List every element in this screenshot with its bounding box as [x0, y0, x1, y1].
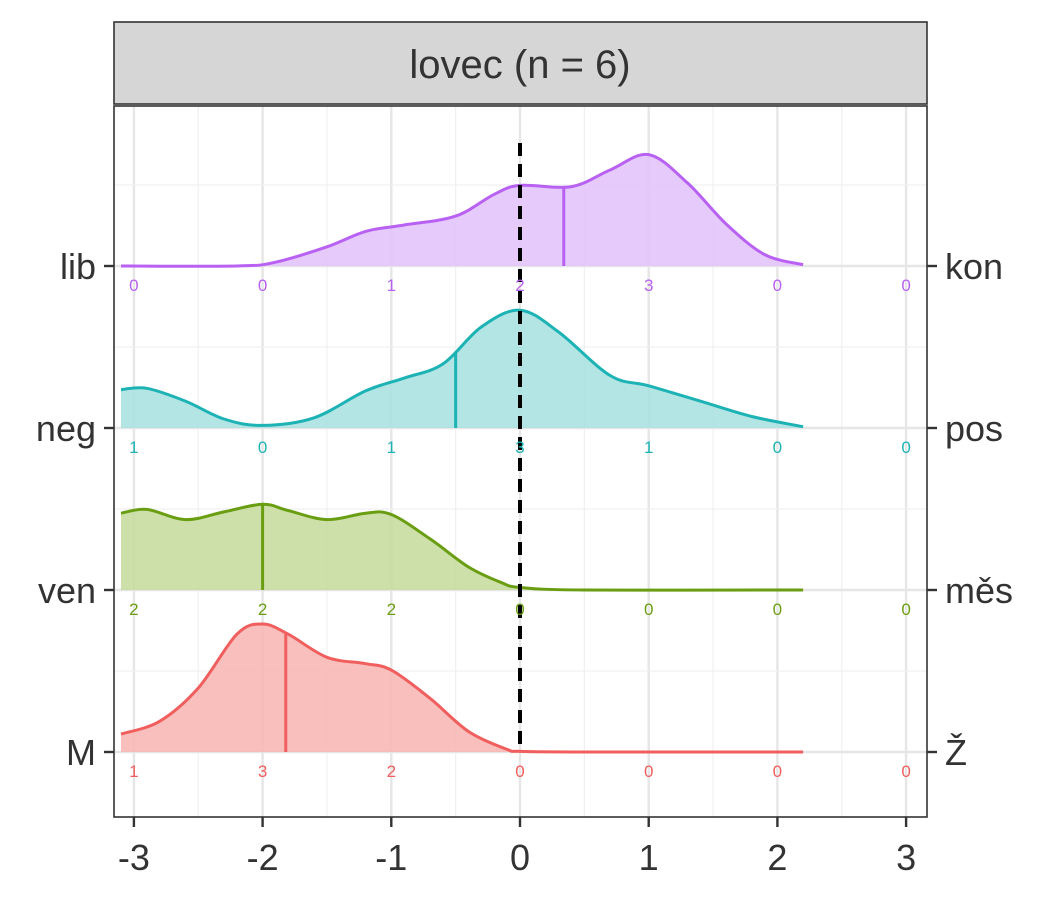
count-label: 0: [773, 438, 782, 457]
ridge-line-M: [120, 622, 804, 754]
count-label: 3: [258, 762, 267, 781]
count-label: 2: [387, 762, 396, 781]
ridge-area-ven: [121, 504, 804, 591]
y-label-right: Ž: [945, 732, 967, 773]
x-tick-label: 0: [510, 837, 530, 878]
x-tick-label: -2: [247, 837, 279, 878]
ridge-line-ven: [120, 502, 804, 592]
count-label: 3: [644, 276, 653, 295]
y-label-right: měs: [945, 570, 1013, 611]
count-label: 1: [129, 438, 138, 457]
count-label: 0: [515, 600, 524, 619]
y-label-left: neg: [36, 408, 96, 449]
x-tick-label: -1: [375, 837, 407, 878]
ridge-area-lib: [121, 154, 804, 267]
count-label: 0: [901, 600, 910, 619]
ridge-line-lib: [120, 152, 804, 268]
count-label: 1: [387, 438, 396, 457]
count-label: 0: [773, 600, 782, 619]
count-label: 0: [644, 762, 653, 781]
count-label: 2: [129, 600, 138, 619]
x-tick-label: 1: [639, 837, 659, 878]
y-label-right: kon: [945, 246, 1003, 287]
y-label-left: M: [66, 732, 96, 773]
facet-title: lovec (n = 6): [409, 43, 630, 87]
x-tick-label: 3: [896, 837, 916, 878]
count-label: 0: [129, 276, 138, 295]
count-label: 1: [387, 276, 396, 295]
count-label: 0: [901, 762, 910, 781]
count-label: 0: [258, 438, 267, 457]
count-label: 3: [515, 438, 524, 457]
count-label: 1: [644, 438, 653, 457]
density-ridges: [120, 152, 804, 754]
count-label: 0: [773, 276, 782, 295]
ridge-area-neg: [121, 310, 804, 428]
count-label: 2: [515, 276, 524, 295]
ridge-area-M: [121, 623, 804, 753]
count-label: 0: [901, 276, 910, 295]
count-label: 0: [773, 762, 782, 781]
count-label: 2: [387, 600, 396, 619]
count-label: 2: [258, 600, 267, 619]
facet-strip: [113, 21, 928, 105]
count-label: 0: [258, 276, 267, 295]
count-label: 1: [129, 762, 138, 781]
x-tick-label: 2: [767, 837, 787, 878]
y-label-left: lib: [60, 246, 96, 287]
y-label-right: pos: [945, 408, 1003, 449]
count-label: 0: [515, 762, 524, 781]
count-label: 0: [901, 438, 910, 457]
count-label: 0: [644, 600, 653, 619]
x-tick-label: -3: [118, 837, 150, 878]
ridge-line-neg: [120, 308, 804, 429]
count-labels: 1 3 2 0 0 0 0 2 2 2 0 0 0 0 1 0 1 3 1 0 0 0 0 1 2 3 0 0: [129, 276, 911, 781]
y-label-left: ven: [38, 570, 96, 611]
